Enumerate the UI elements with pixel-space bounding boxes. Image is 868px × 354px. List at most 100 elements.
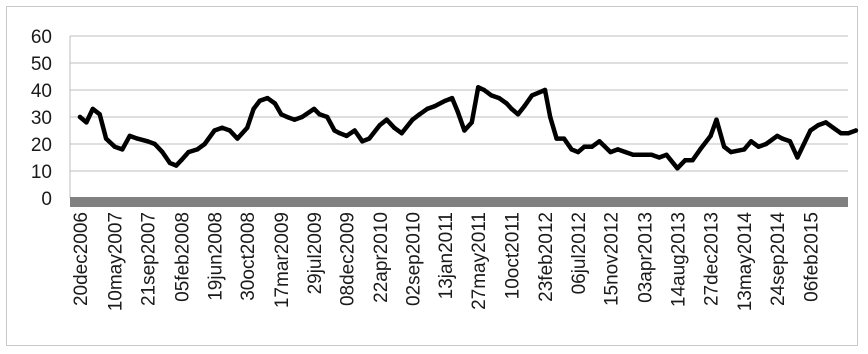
y-tick-label: 40 bbox=[31, 81, 52, 102]
data-point bbox=[795, 155, 800, 160]
data-point bbox=[649, 152, 654, 157]
data-point bbox=[337, 131, 342, 136]
x-tick-label: 27may2011 bbox=[469, 212, 490, 310]
data-point bbox=[257, 98, 262, 104]
data-point bbox=[853, 128, 859, 133]
data-point bbox=[489, 93, 494, 98]
x-tick-label: 10oct2011 bbox=[503, 212, 524, 299]
data-point bbox=[174, 163, 179, 168]
x-tick-label: 13jan2011 bbox=[436, 212, 457, 299]
data-point bbox=[392, 125, 397, 130]
data-point bbox=[127, 133, 132, 139]
x-tick-label: 24sep2014 bbox=[768, 212, 789, 306]
data-point bbox=[317, 112, 322, 117]
y-tick-label: 20 bbox=[31, 135, 52, 156]
data-point bbox=[569, 147, 574, 152]
data-point bbox=[575, 149, 581, 155]
data-point bbox=[831, 125, 836, 130]
data-point bbox=[367, 136, 372, 141]
data-point bbox=[756, 144, 761, 149]
data-point bbox=[399, 131, 404, 136]
data-point bbox=[90, 106, 96, 112]
data-point bbox=[84, 120, 89, 125]
data-point bbox=[504, 101, 509, 106]
data-point bbox=[509, 106, 514, 112]
data-point bbox=[642, 152, 647, 157]
data-point bbox=[657, 155, 662, 160]
y-tick-label: 10 bbox=[31, 162, 52, 183]
data-point bbox=[469, 120, 474, 125]
data-point bbox=[846, 131, 851, 136]
data-point bbox=[775, 133, 780, 139]
data-point bbox=[272, 101, 278, 106]
data-point bbox=[417, 112, 422, 117]
data-point bbox=[554, 136, 559, 141]
x-tick-label: 06feb2015 bbox=[801, 212, 822, 302]
data-point bbox=[714, 117, 719, 122]
data-point bbox=[683, 158, 688, 163]
series-line bbox=[77, 85, 859, 171]
x-tick-label: 14aug2013 bbox=[668, 212, 689, 307]
data-point bbox=[728, 149, 734, 155]
data-point bbox=[455, 109, 460, 114]
data-point bbox=[787, 139, 793, 144]
data-point bbox=[698, 147, 703, 152]
data-point bbox=[292, 117, 297, 122]
data-point bbox=[325, 114, 330, 120]
data-point bbox=[432, 104, 437, 109]
x-tick-label: 19jun2008 bbox=[206, 212, 227, 301]
data-point bbox=[195, 147, 200, 152]
data-point bbox=[120, 147, 125, 152]
data-point bbox=[77, 114, 83, 120]
data-point bbox=[690, 158, 695, 163]
y-tick-label: 0 bbox=[41, 189, 52, 210]
data-point bbox=[279, 112, 284, 117]
data-point bbox=[344, 133, 349, 139]
data-point bbox=[245, 125, 250, 130]
data-point bbox=[384, 117, 389, 122]
x-tick-label: 15nov2012 bbox=[601, 212, 622, 306]
x-tick-label: 10may2007 bbox=[106, 212, 127, 311]
data-point bbox=[597, 139, 602, 144]
data-point bbox=[630, 152, 636, 157]
data-point bbox=[152, 141, 157, 147]
data-point bbox=[377, 122, 382, 128]
data-point bbox=[838, 131, 844, 136]
data-point bbox=[135, 136, 140, 141]
data-point bbox=[496, 95, 502, 101]
y-tick-label: 50 bbox=[31, 54, 52, 75]
data-point bbox=[265, 95, 270, 101]
data-point bbox=[97, 112, 102, 117]
data-point bbox=[515, 112, 521, 117]
data-point bbox=[186, 149, 191, 155]
data-point bbox=[542, 87, 548, 93]
data-point bbox=[179, 158, 184, 163]
data-point bbox=[235, 136, 240, 141]
data-point bbox=[425, 106, 430, 112]
x-tick-label: 21sep2007 bbox=[139, 212, 160, 306]
data-point bbox=[763, 141, 769, 147]
data-point bbox=[462, 128, 467, 133]
data-point bbox=[145, 139, 150, 144]
data-point bbox=[332, 128, 337, 133]
y-tick-label: 60 bbox=[31, 27, 52, 48]
data-point bbox=[360, 139, 365, 144]
x-tick-label: 08dec2009 bbox=[338, 212, 359, 306]
x-tick-label: 27dec2013 bbox=[702, 212, 723, 306]
data-point bbox=[708, 133, 713, 139]
data-point bbox=[548, 114, 553, 120]
data-point bbox=[529, 93, 535, 98]
x-tick-label: 30oct2008 bbox=[238, 212, 259, 301]
data-point bbox=[167, 160, 172, 166]
x-tick-label: 02sep2010 bbox=[403, 212, 424, 306]
data-point bbox=[443, 98, 448, 104]
data-point bbox=[103, 136, 109, 141]
x-tick-label: 05feb2008 bbox=[172, 212, 193, 302]
data-point bbox=[284, 114, 290, 120]
data-point bbox=[742, 147, 747, 152]
data-point bbox=[748, 139, 754, 144]
x-axis-band bbox=[70, 197, 848, 207]
data-point bbox=[589, 144, 595, 149]
data-point bbox=[160, 149, 165, 155]
data-point bbox=[410, 117, 415, 122]
